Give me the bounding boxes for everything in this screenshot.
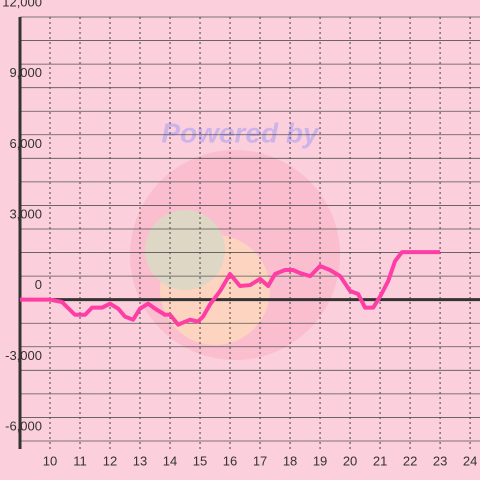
x-tick-label: 15	[193, 453, 207, 468]
y-tick-label: 12,000	[2, 0, 42, 9]
x-tick-label: 18	[283, 453, 297, 468]
x-tick-label: 12	[103, 453, 117, 468]
x-tick-label: 24	[463, 453, 477, 468]
x-tick-label: 16	[223, 453, 237, 468]
y-tick-label: -6,000	[5, 418, 42, 433]
y-tick-label: 0	[35, 277, 42, 292]
x-tick-label: 20	[343, 453, 357, 468]
y-tick-label: -3,000	[5, 348, 42, 363]
x-tick-label: 11	[73, 453, 87, 468]
x-tick-label: 14	[163, 453, 177, 468]
x-tick-label: 23	[433, 453, 447, 468]
y-tick-label: 6,000	[9, 136, 42, 151]
watermark-art	[130, 150, 340, 360]
x-tick-label: 13	[133, 453, 147, 468]
x-tick-label: 22	[403, 453, 417, 468]
y-tick-label: 3,000	[9, 206, 42, 221]
x-tick-label: 10	[43, 453, 57, 468]
watermark: Powered by	[161, 117, 320, 148]
x-tick-label: 21	[373, 453, 387, 468]
x-tick-label: 17	[253, 453, 267, 468]
y-tick-label: 9,000	[9, 65, 42, 80]
data-line	[20, 250, 441, 327]
x-tick-label: 19	[313, 453, 327, 468]
